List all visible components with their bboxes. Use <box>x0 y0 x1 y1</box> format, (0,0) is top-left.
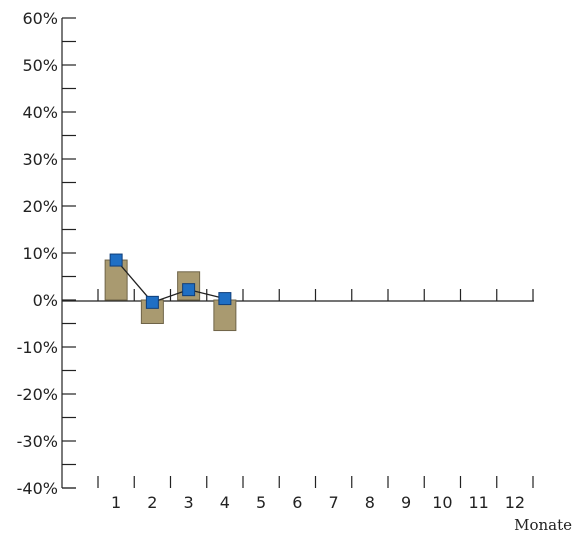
series-line <box>115 259 226 304</box>
y-tick-label: 20% <box>22 197 58 216</box>
y-tick-label: -10% <box>17 338 58 357</box>
y-tick-label: 0% <box>33 291 58 310</box>
point-marker <box>182 283 196 297</box>
x-axis: 1 2 3 4 5 6 7 8 9 10 11 12 <box>62 289 534 512</box>
x-tick-label: 8 <box>365 493 375 512</box>
y-tick-label: -40% <box>17 479 58 498</box>
y-axis: 60% 50% 40% 30% 20% 10% 0% -10% -20% -30% -40% <box>17 9 76 498</box>
x-tick-label: 9 <box>401 493 411 512</box>
x-tick-label: 7 <box>329 493 339 512</box>
x-tick-label: 10 <box>432 493 452 512</box>
point-marker <box>145 295 159 309</box>
x-tick-label: 4 <box>220 493 230 512</box>
x-axis-label: Monate <box>514 516 572 534</box>
line-series <box>109 253 232 309</box>
y-tick-label: -20% <box>17 385 58 404</box>
y-tick-label: 40% <box>22 103 58 122</box>
x-tick-label: 6 <box>292 493 302 512</box>
y-tick-label: 30% <box>22 150 58 169</box>
x-tick-label: 12 <box>505 493 525 512</box>
x-tick-label: 5 <box>256 493 266 512</box>
point-marker <box>218 292 232 306</box>
x-tick-label: 2 <box>147 493 157 512</box>
x-tick-label: 1 <box>111 493 121 512</box>
x-tick-label: 3 <box>184 493 194 512</box>
point-marker <box>109 253 123 267</box>
y-tick-label: 60% <box>22 9 58 28</box>
y-tick-label: -30% <box>17 432 58 451</box>
x-tick-label: 11 <box>468 493 488 512</box>
y-tick-label: 10% <box>22 244 58 263</box>
y-tick-label: 50% <box>22 56 58 75</box>
